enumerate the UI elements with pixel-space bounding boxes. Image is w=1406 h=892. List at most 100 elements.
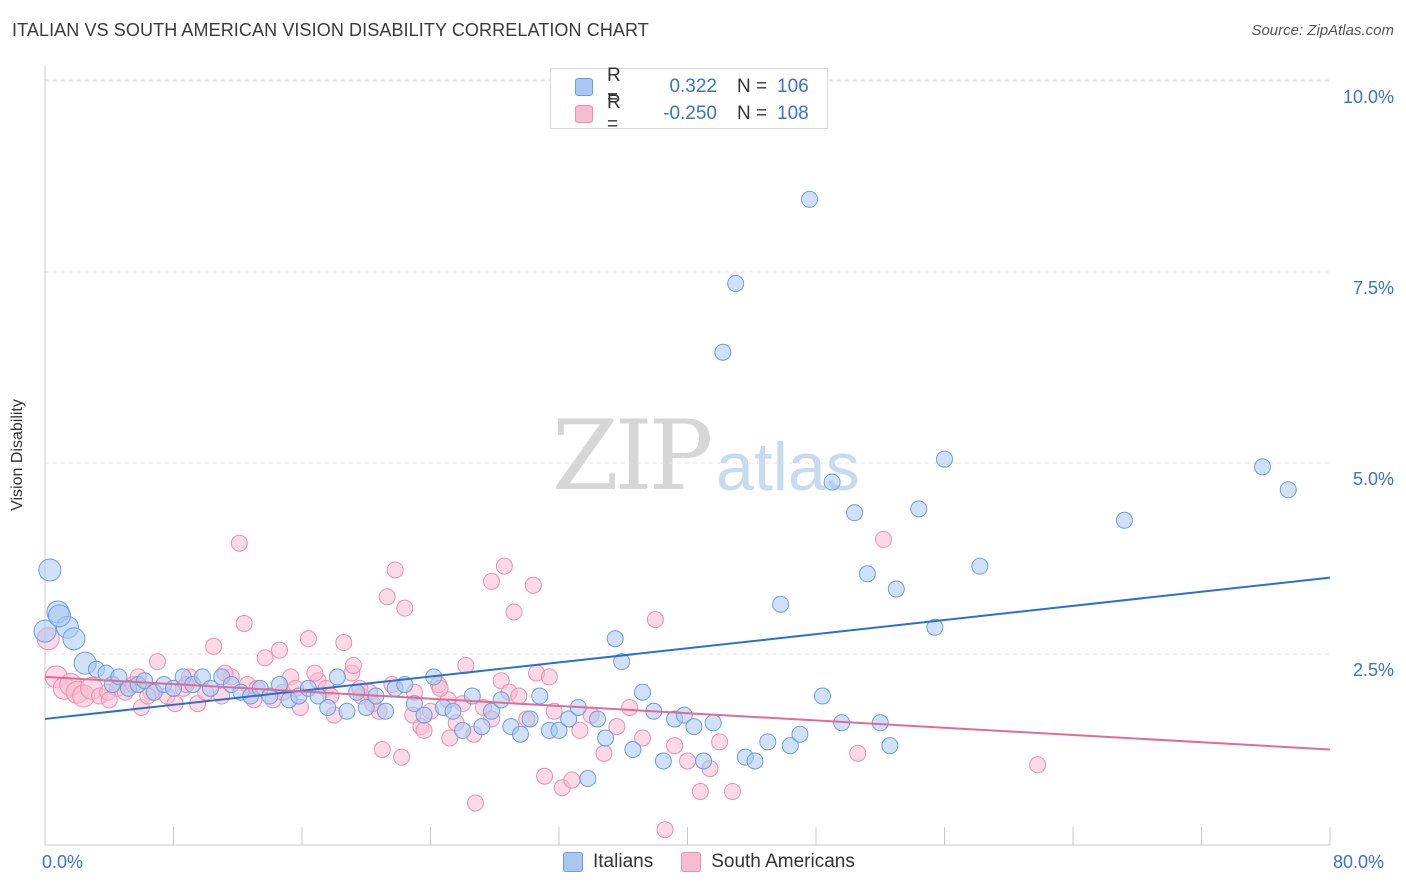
italians-point	[483, 702, 501, 720]
italians-point	[405, 695, 423, 713]
correlation-legend: R = 0.322 N = 106 R = -0.250 N = 108	[550, 65, 828, 135]
italians-point	[531, 687, 549, 705]
italians-point	[38, 558, 62, 582]
italians-point	[746, 752, 764, 770]
italians-point	[357, 698, 375, 716]
italians-point	[328, 668, 346, 686]
italians-point	[727, 274, 745, 292]
south-americans-point	[483, 572, 501, 590]
italians-point	[606, 630, 624, 648]
italians-point	[47, 604, 71, 628]
south-americans-point	[849, 744, 867, 762]
italians-point	[348, 683, 366, 701]
south-americans-point	[595, 744, 613, 762]
italians-point	[521, 710, 539, 728]
south-americans-point	[256, 649, 274, 667]
source-label: Source: ZipAtlas.com	[1251, 22, 1394, 39]
legend-row-south-americans: R = -0.250 N = 108	[575, 92, 809, 135]
italians-point	[377, 702, 395, 720]
south-americans-point	[495, 557, 513, 575]
south-americans-point	[271, 641, 289, 659]
south-americans-point	[524, 576, 542, 594]
south-americans-point	[466, 794, 484, 812]
italians-swatch	[575, 78, 593, 96]
x-tick-label: 0.0%	[42, 852, 84, 872]
italians-point	[589, 710, 607, 728]
italians-point	[613, 653, 631, 671]
south-americans-point	[378, 588, 396, 606]
trend-lines	[44, 576, 1331, 751]
italians-point	[597, 729, 615, 747]
south-americans-point	[608, 718, 626, 736]
legend-item-south-americans[interactable]: South Americans	[681, 851, 855, 873]
italians-point	[62, 627, 86, 651]
italians-point	[579, 770, 597, 788]
south-americans-point	[723, 783, 741, 801]
south-americans-point	[563, 771, 581, 789]
italians-point	[675, 706, 693, 724]
italians-point	[714, 343, 732, 361]
axes	[44, 66, 1331, 846]
y-axis-label: Vision Disability	[9, 399, 26, 511]
italians-point	[759, 733, 777, 751]
south-americans-point	[540, 668, 558, 686]
south-americans-point	[235, 614, 253, 632]
italians-point	[201, 679, 219, 697]
italians-point	[454, 721, 472, 739]
south-americans-point	[148, 653, 166, 671]
italians-swatch	[563, 852, 583, 872]
south-americans-point	[396, 599, 414, 617]
italians-point	[871, 714, 889, 732]
legend-item-italians[interactable]: Italians	[563, 851, 653, 873]
south-americans-point	[571, 721, 589, 739]
watermark-zip: ZIP	[552, 400, 713, 512]
italians-point	[936, 450, 953, 468]
south-americans-point	[393, 748, 411, 766]
italians-point	[685, 718, 703, 736]
south-americans-point	[536, 767, 554, 785]
y-tick-label: 10.0%	[1342, 87, 1394, 107]
south-americans-point	[373, 741, 391, 758]
south-americans-point	[505, 603, 523, 621]
south-americans-trend-line	[44, 675, 1331, 751]
italians-point	[823, 473, 841, 491]
south-americans-point	[656, 821, 674, 839]
n-value: 106	[777, 76, 809, 97]
italians-point	[634, 683, 652, 701]
italians-point	[781, 737, 799, 755]
italians-trend-line	[44, 576, 1331, 720]
y-tick-label: 5.0%	[1352, 469, 1394, 489]
south-americans-point	[386, 561, 404, 579]
italians-point	[511, 725, 529, 743]
italians-point	[881, 737, 899, 755]
r-label: R =	[607, 65, 621, 108]
italians-point	[801, 190, 819, 208]
legend-label: South Americans	[711, 851, 855, 872]
south-americans-point	[299, 630, 317, 648]
south-americans-point	[666, 737, 684, 755]
r-label: R =	[607, 92, 621, 135]
italians-point	[1279, 481, 1297, 499]
south-americans-point	[621, 698, 639, 716]
south-americans-point	[415, 721, 433, 739]
south-americans-point	[510, 687, 528, 705]
italians-point	[338, 702, 356, 720]
italians-point	[560, 710, 578, 728]
italians-point	[473, 718, 491, 736]
italians-point	[444, 702, 462, 720]
italians-point	[415, 706, 433, 724]
italians-point	[791, 725, 809, 743]
italians-point	[971, 557, 989, 575]
italians-point	[926, 618, 944, 636]
italians-point	[33, 619, 57, 643]
south-americans-point	[100, 691, 118, 709]
italians-point	[695, 752, 713, 770]
south-americans-point	[711, 733, 729, 751]
south-americans-point	[230, 534, 248, 552]
italians-point	[813, 687, 831, 705]
italians-point	[550, 721, 568, 739]
italians-point	[772, 595, 790, 613]
chart-title: ITALIAN VS SOUTH AMERICAN VISION DISABIL…	[12, 20, 649, 40]
south-americans-point	[441, 729, 459, 747]
italians-point	[858, 565, 876, 583]
